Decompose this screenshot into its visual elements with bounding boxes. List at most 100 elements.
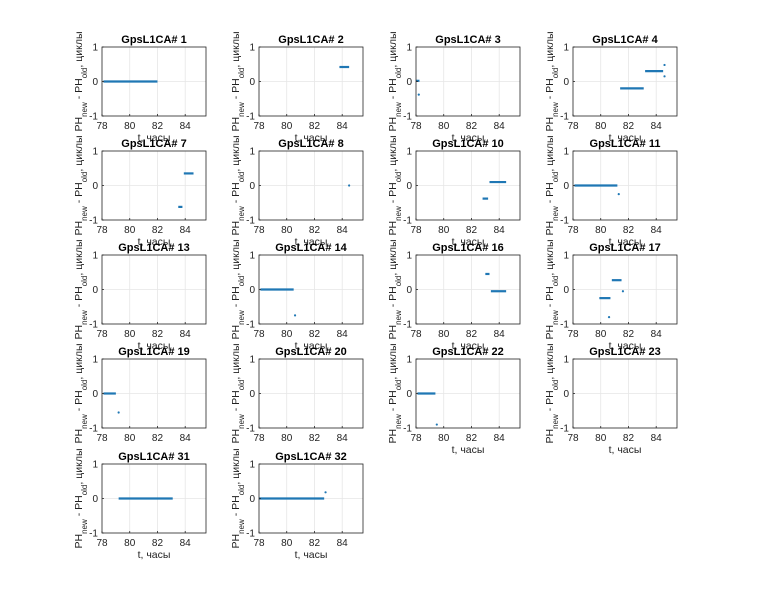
x-tick-label: 82	[309, 225, 321, 236]
y-axis-label-part: PH	[73, 534, 85, 549]
x-axis-label: t, часы	[609, 340, 642, 352]
y-tick-label: -1	[89, 529, 98, 540]
y-tick-label: 0	[406, 285, 412, 296]
x-tick-label: 82	[309, 121, 321, 132]
x-tick-label: 84	[651, 121, 663, 132]
y-axis-label-part: new	[551, 414, 560, 429]
data-point	[617, 193, 620, 196]
y-tick-label: -1	[246, 424, 255, 435]
y-axis-label-part: new	[80, 102, 89, 117]
x-tick-label: 78	[567, 121, 579, 132]
x-tick-label: 78	[567, 433, 579, 444]
data-point	[293, 314, 297, 317]
x-tick-label: 84	[337, 433, 349, 444]
y-tick-label: 1	[406, 43, 412, 54]
subplot: 78 80 82 84 -1 0 1 GpsL1CA# 4 t, часы PHnew - PHo…	[544, 32, 678, 144]
y-axis-label-part: , циклы	[544, 240, 556, 276]
x-tick-label: 84	[651, 329, 663, 340]
subplot: 78 80 82 84 -1 0 1 GpsL1CA# 22 t, часы PHnew - PH…	[387, 344, 521, 456]
y-axis-label-part: PH	[544, 117, 556, 132]
x-axis-label: t, часы	[609, 236, 642, 248]
x-tick-label: 84	[494, 433, 506, 444]
x-tick-label: 82	[466, 433, 478, 444]
y-axis-label: PHnew - PHold, циклы	[544, 240, 560, 340]
y-axis-label: PHnew - PHold, циклы	[544, 32, 560, 132]
y-axis-label-part: old	[394, 172, 403, 183]
y-axis-label: PHnew - PHold, циклы	[387, 344, 403, 444]
subplot-title: GpsL1CA# 17	[589, 242, 661, 254]
x-axis-label: t, часы	[138, 236, 171, 248]
y-tick-label: 1	[92, 460, 98, 471]
y-axis-label-part: new	[551, 206, 560, 221]
y-axis-label-part: new	[394, 102, 403, 117]
y-axis-label-part: - PH	[544, 78, 556, 102]
x-tick-label: 84	[180, 121, 192, 132]
subplot: 78 80 82 84 -1 0 1 GpsL1CA# 7 t, часы PHnew - PHo…	[73, 136, 207, 248]
subplot: 78 80 82 84 -1 0 1 GpsL1CA# 19 PHnew - PHold, ци…	[73, 344, 207, 444]
y-axis-label-part: , циклы	[73, 344, 85, 380]
y-axis-label: PHnew - PHold, циклы	[230, 136, 246, 236]
subplot-title: GpsL1CA# 3	[435, 34, 500, 46]
y-axis-label-part: old	[80, 276, 89, 287]
y-tick-label: -1	[403, 112, 412, 123]
x-axis-label: t, часы	[609, 444, 642, 456]
y-axis-label-part: PH	[73, 429, 85, 444]
y-axis-label-part: PH	[544, 221, 556, 236]
y-axis-label-part: - PH	[73, 182, 85, 206]
y-tick-label: -1	[403, 424, 412, 435]
y-axis-label: PHnew - PHold, циклы	[544, 136, 560, 236]
y-axis-label-part: PH	[387, 221, 399, 236]
subplot-title: GpsL1CA# 2	[278, 34, 343, 46]
x-axis-label: t, часы	[138, 340, 171, 352]
subplot: 78 80 82 84 -1 0 1 GpsL1CA# 2 t, часы PHnew - PHo…	[230, 32, 364, 144]
subplot: 78 80 82 84 -1 0 1 GpsL1CA# 20 PHnew - PHold, ци…	[230, 344, 364, 444]
subplot-title: GpsL1CA# 23	[589, 346, 661, 358]
y-axis-label-part: PH	[544, 429, 556, 444]
subplot: 78 80 82 84 -1 0 1 GpsL1CA# 10 t, часы PHnew - PH…	[387, 136, 521, 248]
y-axis-label: PHnew - PHold, циклы	[387, 136, 403, 236]
x-tick-label: 78	[253, 538, 265, 549]
y-axis-label-part: PH	[230, 117, 242, 132]
y-tick-label: 0	[406, 389, 412, 400]
y-axis-label-part: , циклы	[544, 32, 556, 68]
x-tick-label: 80	[281, 538, 293, 549]
x-tick-label: 84	[651, 225, 663, 236]
data-point	[663, 75, 666, 78]
x-tick-label: 82	[623, 329, 635, 340]
x-tick-label: 82	[623, 225, 635, 236]
x-tick-label: 82	[466, 329, 478, 340]
y-axis-label-part: new	[237, 519, 246, 534]
y-tick-label: -1	[246, 112, 255, 123]
x-tick-label: 78	[96, 538, 108, 549]
y-tick-label: 0	[92, 494, 98, 505]
x-tick-label: 84	[494, 329, 506, 340]
x-tick-label: 82	[309, 433, 321, 444]
y-axis-label-part: , циклы	[73, 449, 85, 485]
y-tick-label: 1	[563, 355, 569, 366]
subplot-title: GpsL1CA# 22	[432, 346, 504, 358]
subplot-title: GpsL1CA# 19	[118, 346, 190, 358]
y-axis-label-part: PH	[387, 429, 399, 444]
y-tick-label: -1	[89, 112, 98, 123]
y-axis-label-part: old	[394, 68, 403, 79]
y-tick-label: 1	[92, 355, 98, 366]
y-axis-label-part: new	[394, 206, 403, 221]
x-tick-label: 80	[281, 225, 293, 236]
x-tick-label: 84	[180, 225, 192, 236]
data-point	[663, 63, 666, 67]
y-tick-label: 1	[249, 460, 255, 471]
y-axis-label-part: PH	[230, 325, 242, 340]
y-tick-label: 1	[406, 355, 412, 366]
x-tick-label: 82	[152, 225, 164, 236]
y-axis-label-part: - PH	[387, 390, 399, 414]
y-axis-label-part: , циклы	[230, 449, 242, 485]
y-axis-label-part: new	[237, 206, 246, 221]
x-tick-label: 80	[281, 433, 293, 444]
x-tick-label: 84	[337, 329, 349, 340]
x-tick-label: 84	[337, 225, 349, 236]
y-axis-label-part: , циклы	[544, 344, 556, 380]
y-axis-label-part: PH	[230, 221, 242, 236]
subplot-title: GpsL1CA# 13	[118, 242, 190, 254]
x-tick-label: 78	[253, 121, 265, 132]
y-axis-label-part: new	[237, 414, 246, 429]
